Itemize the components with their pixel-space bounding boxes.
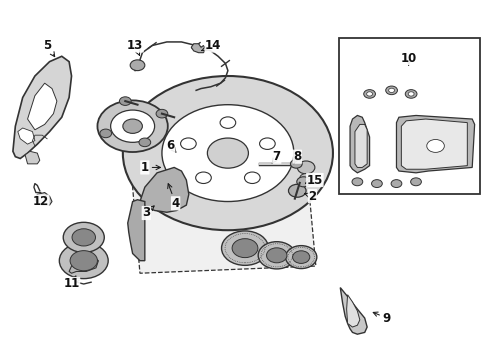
Polygon shape: [191, 44, 206, 53]
Circle shape: [120, 97, 131, 105]
Text: 2: 2: [305, 190, 317, 203]
Text: 5: 5: [43, 39, 55, 57]
Circle shape: [196, 172, 211, 184]
Polygon shape: [35, 193, 52, 205]
Text: 3: 3: [142, 206, 154, 220]
Polygon shape: [13, 56, 72, 158]
Circle shape: [72, 229, 96, 246]
Circle shape: [386, 86, 397, 95]
Circle shape: [123, 119, 143, 134]
Polygon shape: [355, 125, 367, 167]
Circle shape: [181, 138, 196, 149]
Circle shape: [391, 180, 402, 188]
Text: 1: 1: [141, 161, 160, 174]
Circle shape: [300, 174, 313, 183]
Text: 15: 15: [306, 174, 323, 186]
Circle shape: [130, 60, 145, 71]
Polygon shape: [128, 200, 145, 261]
Circle shape: [408, 92, 414, 96]
Circle shape: [100, 129, 112, 138]
Polygon shape: [396, 116, 475, 173]
Circle shape: [297, 161, 315, 174]
Text: 8: 8: [293, 150, 301, 164]
Polygon shape: [25, 151, 40, 164]
Text: 14: 14: [202, 39, 221, 52]
Circle shape: [98, 100, 168, 152]
Circle shape: [411, 178, 421, 186]
Circle shape: [111, 110, 155, 142]
Text: 4: 4: [168, 184, 180, 210]
Circle shape: [289, 184, 306, 197]
Text: 13: 13: [127, 39, 143, 55]
Circle shape: [156, 109, 168, 118]
Circle shape: [232, 239, 258, 258]
Circle shape: [139, 138, 151, 147]
Polygon shape: [346, 295, 360, 327]
Polygon shape: [27, 83, 57, 130]
Polygon shape: [18, 128, 35, 144]
Circle shape: [245, 172, 260, 184]
Polygon shape: [340, 288, 367, 334]
Polygon shape: [401, 119, 467, 169]
Circle shape: [286, 246, 317, 269]
Circle shape: [352, 178, 363, 186]
Circle shape: [291, 159, 302, 168]
Text: 11: 11: [63, 276, 80, 291]
Polygon shape: [130, 158, 316, 273]
Polygon shape: [69, 255, 98, 273]
Circle shape: [162, 105, 294, 202]
Text: 10: 10: [400, 51, 417, 65]
Circle shape: [293, 251, 310, 264]
Circle shape: [371, 180, 382, 188]
Text: 7: 7: [272, 150, 281, 163]
Circle shape: [220, 117, 236, 129]
Bar: [339, 39, 480, 194]
Circle shape: [405, 90, 417, 98]
Circle shape: [123, 76, 333, 230]
Circle shape: [221, 231, 269, 265]
Circle shape: [367, 92, 372, 96]
Circle shape: [389, 88, 394, 93]
Circle shape: [427, 139, 444, 152]
Circle shape: [297, 177, 311, 187]
Circle shape: [364, 90, 375, 98]
Text: 6: 6: [167, 139, 176, 152]
Text: 12: 12: [33, 194, 49, 208]
Circle shape: [258, 242, 295, 269]
Circle shape: [63, 222, 104, 252]
Polygon shape: [138, 167, 189, 212]
Polygon shape: [350, 116, 369, 173]
Circle shape: [260, 138, 275, 149]
Circle shape: [59, 243, 108, 279]
Text: 9: 9: [373, 311, 391, 325]
Circle shape: [207, 138, 248, 168]
Circle shape: [267, 248, 287, 263]
Circle shape: [70, 251, 98, 271]
